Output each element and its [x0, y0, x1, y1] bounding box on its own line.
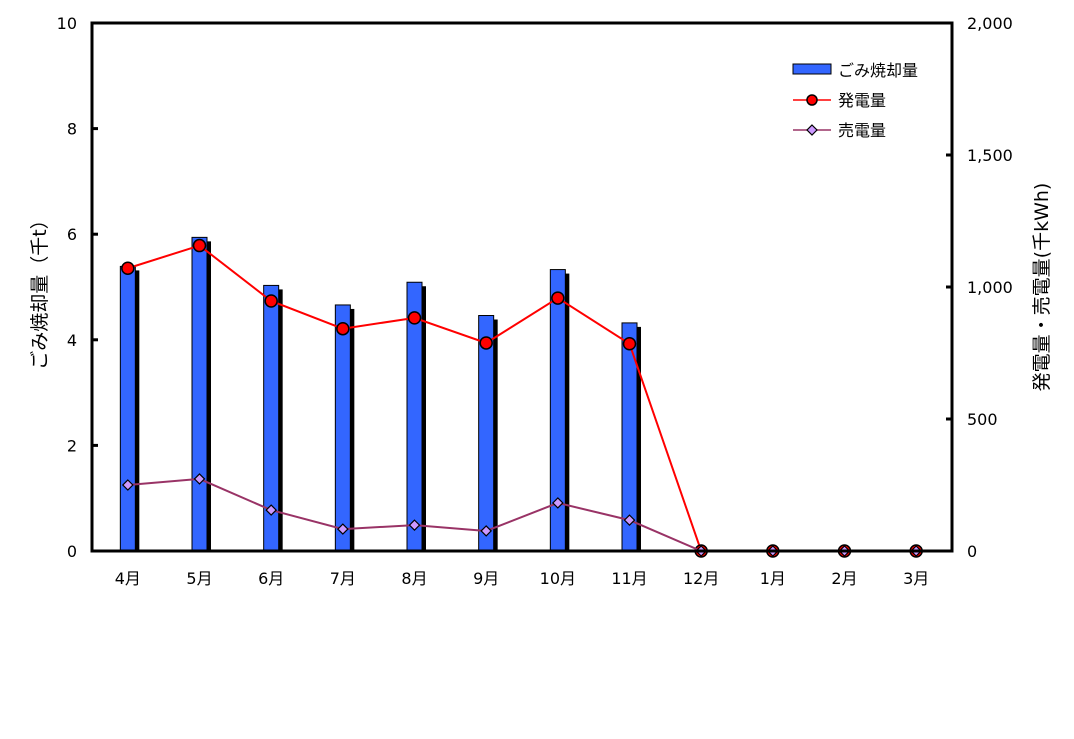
data-point-diamond	[480, 525, 493, 537]
series-line	[127, 477, 917, 552]
x-tick-label: 11月	[611, 569, 647, 588]
series-line	[127, 244, 917, 552]
data-point-circle	[551, 291, 565, 305]
bar	[191, 236, 208, 552]
legend-swatch-bar	[792, 63, 832, 75]
x-tick-label: 12月	[683, 569, 719, 588]
data-point-circle	[622, 337, 637, 351]
data-point-circle	[336, 321, 350, 336]
data-point-circle	[479, 336, 493, 350]
data-point-diamond	[551, 497, 564, 509]
bar	[478, 315, 495, 552]
data-point-circle	[121, 261, 135, 276]
legend: ごみ焼却量 発電量 売電量	[792, 61, 918, 140]
x-tick-label: 6月	[258, 569, 284, 588]
data-point-circle	[192, 238, 207, 253]
y2-tick-label: 0	[967, 542, 977, 561]
data-point-circle	[264, 294, 278, 308]
data-point-diamond	[193, 473, 206, 485]
y2-tick-label: 1,500	[967, 146, 1013, 165]
y-tick-label: 10	[57, 14, 77, 33]
y-tick-label: 6	[67, 225, 77, 244]
legend-label: 売電量	[838, 121, 886, 140]
y2-axis-label: 発電量・売電量(千kWh)	[1031, 183, 1053, 392]
x-tick-label: 3月	[903, 569, 929, 588]
y-tick-label: 4	[67, 331, 77, 350]
data-point-diamond	[121, 479, 134, 491]
data-point-diamond	[623, 514, 636, 526]
plot-area	[90, 21, 954, 553]
x-tick-label: 9月	[473, 569, 499, 588]
legend-label: ごみ焼却量	[838, 61, 918, 80]
y-tick-label: 0	[67, 542, 77, 561]
bar	[334, 304, 351, 552]
legend-marker-diamond	[806, 124, 818, 136]
data-point-diamond	[336, 523, 349, 535]
legend-label: 発電量	[838, 91, 886, 110]
data-point-diamond	[408, 519, 421, 531]
y-axis-label: ごみ焼却量（千t）	[29, 210, 51, 369]
data-point-diamond	[265, 504, 278, 516]
x-tick-label: 8月	[401, 569, 427, 588]
x-tick-label: 2月	[831, 569, 857, 588]
y2-tick-label: 500	[967, 410, 998, 429]
y2-tick-label: 2,000	[967, 14, 1013, 33]
y-tick-label: 8	[67, 120, 77, 139]
bar	[119, 265, 136, 552]
y2-tick-label: 1,000	[967, 278, 1013, 297]
legend-marker-circle	[806, 94, 818, 106]
x-tick-label: 1月	[760, 569, 786, 588]
x-tick-label: 5月	[186, 569, 212, 588]
x-tick-label: 10月	[540, 569, 576, 588]
x-tick-label: 4月	[115, 569, 141, 588]
data-point-circle	[407, 311, 422, 325]
x-tick-label: 7月	[330, 569, 356, 588]
y-tick-label: 2	[67, 436, 77, 455]
